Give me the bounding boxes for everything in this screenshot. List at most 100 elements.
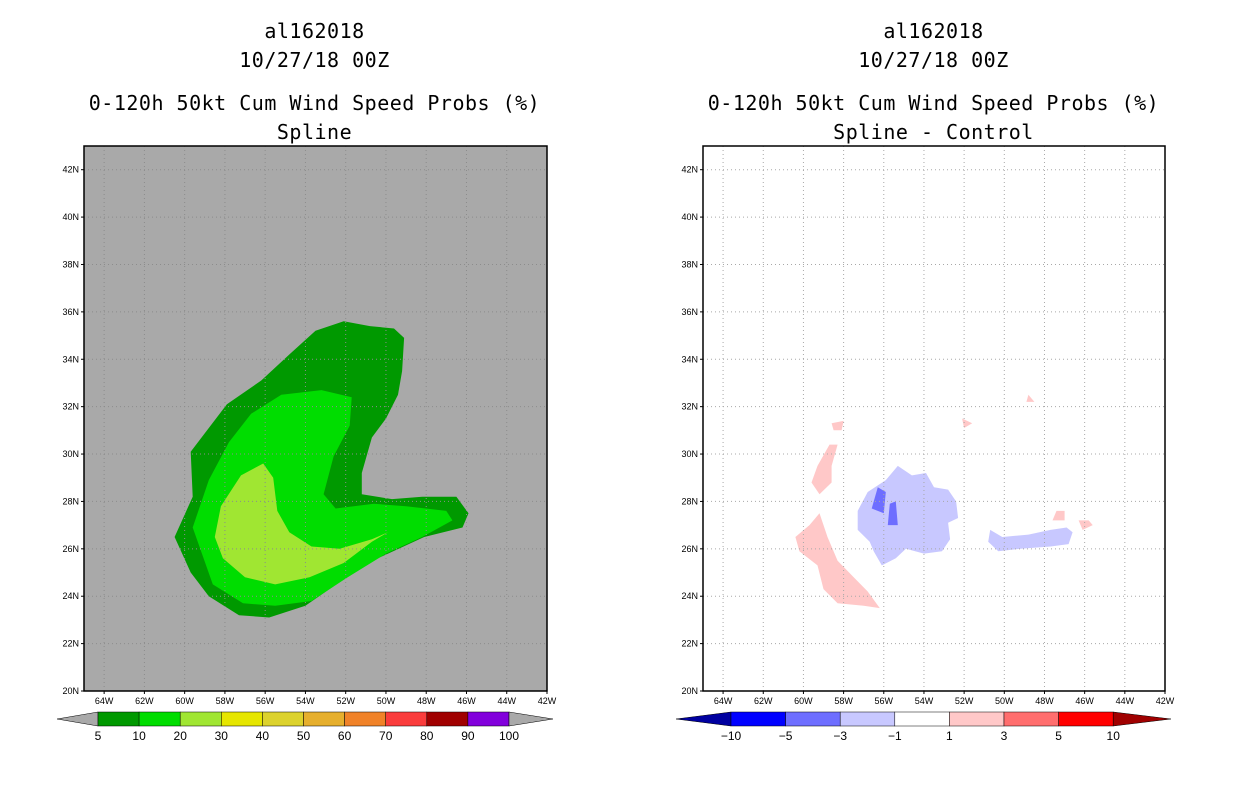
lon-tick-label: 50W: [995, 696, 1014, 706]
lat-tick-label: 40N: [681, 212, 698, 222]
map-frame: [702, 145, 1166, 692]
colorbar-segment: [839, 711, 896, 727]
lon-tick-label: 58W: [216, 696, 235, 706]
contour-region-1to3: [962, 418, 973, 428]
colorbar-segment: [1003, 711, 1059, 727]
lon-tick-label: 58W: [834, 696, 853, 706]
colorbar-segment: [1058, 711, 1114, 727]
colorbar-label: 10: [1107, 729, 1121, 743]
right-title-line-3: 0-120h 50kt Cum Wind Speed Probs (%): [707, 91, 1160, 115]
contour-region-1to3: [1078, 520, 1093, 530]
lat-tick-label: 34N: [681, 354, 698, 364]
right-title: al162018 10/27/18 00Z 0-120h 50kt Cum Wi…: [702, 17, 1165, 147]
lon-tick-label: 50W: [377, 696, 396, 706]
colorbar-segment: [949, 711, 1005, 727]
colorbar-segment: [785, 711, 841, 727]
lat-tick-label: 38N: [681, 259, 698, 269]
contour-region--5to-3: [871, 487, 886, 514]
lat-tick-label: 26N: [681, 544, 698, 554]
lat-tick-label: 40N: [62, 212, 79, 222]
lat-tick-label: 30N: [62, 449, 79, 459]
lon-tick-label: 48W: [1035, 696, 1054, 706]
colorbar-label: 70: [379, 729, 393, 743]
right-title-line-2: 10/27/18 00Z: [858, 48, 1009, 72]
colorbar-segment: [97, 711, 140, 727]
lon-tick-label: 64W: [714, 696, 733, 706]
colorbar-label: −3: [833, 729, 847, 743]
lat-tick-label: 24N: [681, 591, 698, 601]
colorbar-label: 1: [946, 729, 953, 743]
colorbar-segment: [344, 711, 386, 727]
right-title-line-4: Spline - Control: [833, 120, 1034, 144]
colorbar-over-triangle: [1112, 711, 1172, 727]
colorbar-over-triangle: [508, 711, 554, 727]
colorbar-label: 50: [297, 729, 311, 743]
colorbar-label: −1: [888, 729, 902, 743]
right-title-line-1: al162018: [883, 19, 984, 43]
lon-tick-label: 54W: [915, 696, 934, 706]
map-panel-right: 64W 62W 60W 58W 56W 54W 52W 50W 48W 46W 44W 42W 42N 4…: [681, 145, 1175, 706]
lon-tick-label: 52W: [336, 696, 355, 706]
lon-tick-label: 60W: [794, 696, 813, 706]
left-title: al162018 10/27/18 00Z 0-120h 50kt Cum Wi…: [83, 17, 546, 147]
colorbar-label: 60: [338, 729, 352, 743]
colorbar-label: 5: [95, 729, 102, 743]
lat-tick-label: 36N: [681, 307, 698, 317]
left-title-line-4: Spline: [276, 120, 353, 144]
lon-tick-label: 54W: [296, 696, 315, 706]
contour-region-1to3: [1026, 394, 1035, 402]
colorbar-label: 30: [215, 729, 229, 743]
lat-tick-label: 36N: [62, 307, 79, 317]
colorbar-segment: [262, 711, 304, 727]
lon-tick-label: 62W: [135, 696, 154, 706]
lat-tick-label: 42N: [681, 165, 698, 175]
lat-tick-label: 26N: [62, 544, 79, 554]
colorbar-label: 100: [499, 729, 519, 743]
lon-tick-label: 64W: [95, 696, 114, 706]
colorbar-segment: [221, 711, 263, 727]
lat-tick-label: 38N: [62, 259, 79, 269]
left-title-line-3: 0-120h 50kt Cum Wind Speed Probs (%): [88, 91, 541, 115]
colorbar-label: −5: [779, 729, 793, 743]
colorbar-label: 80: [420, 729, 434, 743]
colorbar-segment: [179, 711, 222, 727]
lon-tick-label: 42W: [1156, 696, 1175, 706]
lon-tick-label: 62W: [754, 696, 773, 706]
contour-region--5to-3: [887, 501, 898, 526]
colorbar-segment: [894, 711, 950, 727]
colorbar-label: 10: [132, 729, 146, 743]
lat-tick-label: 28N: [62, 496, 79, 506]
lat-tick-label: 32N: [681, 402, 698, 412]
contour-region-1to3: [811, 444, 838, 495]
colorbar-under-triangle: [675, 711, 732, 727]
colorbar-label: 3: [1001, 729, 1008, 743]
contour-region-1to3: [795, 513, 880, 609]
colorbar-label: 5: [1055, 729, 1062, 743]
colorbar-segment: [385, 711, 428, 727]
contour-region-20-30: [214, 463, 388, 585]
colorbar-under-triangle: [56, 711, 99, 727]
lat-tick-label: 22N: [62, 639, 79, 649]
map-frame: [83, 145, 548, 692]
lat-tick-label: 28N: [681, 496, 698, 506]
colorbar-label: −10: [721, 729, 742, 743]
lon-tick-label: 46W: [1075, 696, 1094, 706]
lon-tick-label: 46W: [457, 696, 476, 706]
lon-tick-label: 44W: [1116, 696, 1135, 706]
contour-region-1to3: [831, 420, 844, 431]
colorbar-label: 20: [174, 729, 188, 743]
lat-tick-label: 32N: [62, 402, 79, 412]
lat-tick-label: 30N: [681, 449, 698, 459]
left-title-line-2: 10/27/18 00Z: [239, 48, 390, 72]
lat-tick-label: 42N: [62, 165, 79, 175]
lat-tick-label: 24N: [62, 591, 79, 601]
lon-tick-label: 44W: [497, 696, 516, 706]
map-panel-left: 64W 62W 60W 58W 56W 54W 52W 50W 48W 46W 44W 42W 42N 4…: [62, 145, 557, 706]
contour-region-1to3: [1052, 510, 1065, 521]
colorbar-segment: [467, 711, 510, 727]
lat-tick-label: 22N: [681, 639, 698, 649]
lat-tick-label: 20N: [62, 686, 79, 696]
left-title-line-1: al162018: [264, 19, 365, 43]
map-background: [703, 146, 1165, 691]
